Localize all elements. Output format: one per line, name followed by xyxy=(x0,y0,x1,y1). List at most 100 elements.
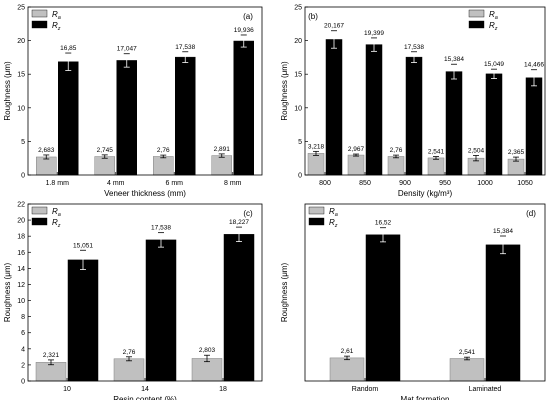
ytick-label-b-5: 25 xyxy=(294,5,302,12)
ytick-label-a-2: 10 xyxy=(17,105,25,112)
data-label-a-ra-0: 2,683 xyxy=(38,147,55,154)
ytick-label-c-0: 0 xyxy=(21,379,25,386)
bar-b-rz-2 xyxy=(405,56,423,176)
ytick-label-c-7: 14 xyxy=(17,266,25,273)
data-label-c-rz-1: 17,538 xyxy=(151,225,171,232)
bar-b-rz-1 xyxy=(365,44,383,176)
bar-d-ra-1 xyxy=(449,358,485,382)
legend-swatch-a-0 xyxy=(31,9,48,18)
data-label-a-ra-2: 2,76 xyxy=(157,147,170,154)
bar-d-ra-0 xyxy=(329,357,365,382)
legend-label-c-1: Rz xyxy=(52,218,61,229)
bar-b-ra-3 xyxy=(427,157,445,176)
bar-d-rz-1 xyxy=(485,244,521,382)
ytick-label-a-3: 15 xyxy=(17,72,25,79)
ytick-label-b-4: 20 xyxy=(294,38,302,45)
data-label-d-rz-1: 15,384 xyxy=(493,228,513,235)
ytick-label-c-8: 16 xyxy=(17,250,25,257)
bar-a-ra-0 xyxy=(36,156,57,176)
xtick-label-a-0: 1.8 mm xyxy=(46,180,70,187)
bar-b-ra-0 xyxy=(307,153,325,176)
panel-label-c: (c) xyxy=(243,209,253,218)
plot-frame-a xyxy=(27,6,263,176)
xtick-label-b-1: 850 xyxy=(359,180,371,187)
panel-label-d: (d) xyxy=(526,209,536,218)
ytick-label-c-5: 10 xyxy=(17,298,25,305)
legend-label-d-1: Rz xyxy=(329,218,338,229)
data-label-b-ra-3: 2,541 xyxy=(428,149,445,156)
data-label-b-rz-3: 15,384 xyxy=(444,56,464,63)
ytick-label-c-9: 18 xyxy=(17,234,25,241)
ytick-label-c-2: 4 xyxy=(21,346,25,353)
data-label-d-rz-0: 16,52 xyxy=(375,220,392,227)
plot-frame-b xyxy=(304,6,546,176)
xtick-label-b-2: 900 xyxy=(399,180,411,187)
ytick-label-c-11: 22 xyxy=(17,202,25,209)
bar-c-ra-1 xyxy=(113,358,145,382)
ytick-label-a-4: 20 xyxy=(17,38,25,45)
plot-frame-d xyxy=(304,203,546,382)
xtick-label-c-2: 18 xyxy=(219,386,227,393)
data-label-a-ra-3: 2,891 xyxy=(214,146,231,153)
ytick-label-b-3: 15 xyxy=(294,72,302,79)
bar-b-rz-0 xyxy=(325,39,343,176)
data-label-c-ra-0: 2,321 xyxy=(43,352,60,359)
ytick-label-b-2: 10 xyxy=(294,105,302,112)
ytick-label-c-3: 6 xyxy=(21,330,25,337)
xtick-label-a-2: 6 mm xyxy=(166,180,184,187)
data-label-c-ra-1: 2,76 xyxy=(123,349,136,356)
data-label-c-ra-2: 2,803 xyxy=(199,347,216,354)
bar-b-rz-3 xyxy=(445,71,463,176)
bar-a-rz-0 xyxy=(58,61,79,176)
ytick-label-c-1: 2 xyxy=(21,362,25,369)
legend-swatch-b-0 xyxy=(468,9,485,18)
xtick-label-b-0: 800 xyxy=(319,180,331,187)
bar-d-rz-0 xyxy=(365,234,401,382)
ytick-label-c-10: 20 xyxy=(17,218,25,225)
legend-swatch-d-1 xyxy=(308,217,325,226)
data-label-b-rz-1: 19,399 xyxy=(364,30,384,37)
data-label-b-rz-4: 15,049 xyxy=(484,61,504,68)
data-label-c-rz-0: 15,051 xyxy=(73,242,93,249)
bar-b-rz-5 xyxy=(525,77,543,176)
xtick-label-a-3: 8 mm xyxy=(224,180,242,187)
xtick-label-d-1: Laminated xyxy=(469,386,502,393)
data-label-b-rz-0: 20,167 xyxy=(324,23,344,30)
legend-swatch-c-1 xyxy=(31,217,48,226)
data-label-a-rz-1: 17,047 xyxy=(117,46,137,53)
bar-c-rz-2 xyxy=(223,234,255,382)
panel-label-b: (b) xyxy=(308,12,318,21)
data-label-b-ra-1: 2,967 xyxy=(348,146,365,153)
bar-a-ra-3 xyxy=(211,155,232,176)
data-label-d-ra-0: 2,61 xyxy=(341,348,354,355)
legend-swatch-a-1 xyxy=(31,20,48,29)
legend-label-a-0: Ra xyxy=(52,10,61,21)
bar-a-ra-1 xyxy=(94,156,115,176)
y-axis-title-b: Roughness (μm) xyxy=(280,61,289,121)
xtick-label-d-0: Random xyxy=(352,386,379,393)
bar-b-rz-4 xyxy=(485,73,503,176)
panel-label-a: (a) xyxy=(243,12,253,21)
bar-c-rz-1 xyxy=(145,239,177,382)
xtick-label-b-5: 1050 xyxy=(517,180,533,187)
data-label-c-rz-2: 18,227 xyxy=(229,219,249,226)
legend-label-d-0: Ra xyxy=(329,207,338,218)
bar-a-rz-1 xyxy=(116,60,137,176)
data-label-b-rz-5: 14,466 xyxy=(524,62,544,69)
data-label-b-ra-4: 2,504 xyxy=(468,147,485,154)
y-axis-title-a: Roughness (μm) xyxy=(3,61,12,121)
xtick-label-a-1: 4 mm xyxy=(107,180,125,187)
bar-b-ra-2 xyxy=(387,156,405,176)
bar-a-rz-3 xyxy=(233,40,254,176)
y-axis-title-d: Roughness (μm) xyxy=(280,263,289,323)
xtick-label-c-0: 10 xyxy=(63,386,71,393)
